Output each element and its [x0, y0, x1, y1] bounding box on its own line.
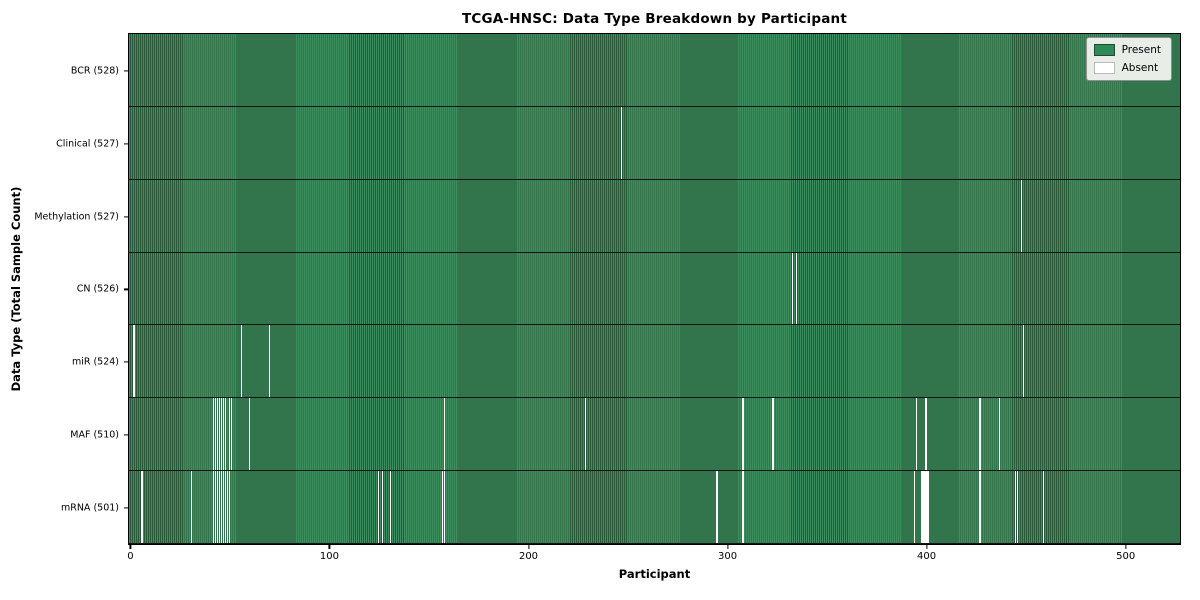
- y-axis: BCR (528) Clinical (527) Methylation (527)…: [0, 33, 128, 545]
- absent-swatch-icon: [1093, 62, 1115, 74]
- legend-label-present: Present: [1121, 44, 1161, 56]
- absent-bar: [742, 471, 744, 543]
- x-axis: 0 100 200 300 400 500: [127, 545, 1181, 569]
- absent-bar: [921, 471, 923, 543]
- absent-bar: [1042, 471, 1045, 543]
- y-tick-label: Methylation (527): [34, 211, 119, 222]
- absent-bar: [240, 325, 243, 398]
- y-tick-mark: [124, 361, 128, 363]
- absent-bar: [1021, 179, 1023, 252]
- absent-bar: [716, 471, 718, 543]
- x-tick-label: 200: [518, 551, 539, 562]
- absent-bar: [216, 471, 219, 543]
- heatmap-row-cn: [129, 252, 1180, 326]
- absent-bar: [979, 471, 981, 543]
- absent-bar: [218, 471, 221, 543]
- absent-bar: [979, 398, 981, 471]
- heatmap-row-bcr: [129, 34, 1180, 107]
- absent-bar: [228, 471, 231, 543]
- absent-bar: [443, 398, 446, 471]
- absent-bar: [141, 471, 143, 543]
- y-tick-label: MAF (510): [70, 429, 119, 441]
- x-tick-label: 0: [127, 551, 134, 562]
- absent-bar: [390, 471, 392, 543]
- absent-bar: [228, 398, 231, 471]
- x-tick-label: 400: [917, 551, 937, 562]
- absent-bar: [925, 398, 927, 471]
- absent-bar: [220, 398, 223, 471]
- absent-bar: [620, 106, 623, 179]
- heatmap-row-mrna: [129, 471, 1180, 544]
- absent-bar: [1015, 471, 1017, 543]
- absent-bar: [218, 398, 221, 471]
- legend: Present Absent: [1085, 37, 1172, 81]
- absent-bar: [796, 252, 798, 325]
- x-tick-mark: [727, 545, 729, 549]
- x-tick-mark: [527, 545, 530, 549]
- absent-bar: [230, 398, 233, 471]
- absent-bar: [441, 471, 444, 543]
- y-tick-mark: [124, 434, 128, 436]
- absent-bar: [772, 398, 774, 471]
- x-tick-label: 500: [1116, 551, 1136, 562]
- y-tick-mark: [124, 288, 128, 290]
- y-tick-label: miR (524): [71, 356, 119, 368]
- x-tick-mark: [1125, 545, 1127, 549]
- absent-bar: [925, 471, 927, 543]
- absent-bar: [792, 252, 794, 325]
- y-tick-mark: [124, 70, 128, 72]
- x-tick-mark: [129, 545, 131, 549]
- absent-bar: [742, 398, 744, 471]
- absent-bar: [913, 471, 915, 543]
- absent-bar: [224, 398, 227, 471]
- absent-bar: [226, 471, 229, 543]
- heatmap-row-methylation: [129, 179, 1180, 253]
- chart-title: TCGA-HNSC: Data Type Breakdown by Partic…: [461, 11, 847, 27]
- absent-bar: [224, 471, 227, 543]
- x-tick-mark: [328, 545, 330, 549]
- absent-bar: [216, 398, 219, 471]
- absent-bar: [212, 471, 215, 543]
- heatmap-row-maf: [129, 398, 1180, 472]
- y-tick-mark: [124, 143, 128, 145]
- absent-bar: [927, 471, 929, 543]
- absent-bar: [923, 471, 925, 543]
- absent-bar: [443, 471, 446, 543]
- x-tick-label: 300: [718, 551, 738, 562]
- absent-bar: [378, 471, 380, 543]
- absent-bar: [133, 325, 135, 398]
- y-tick-label: CN (526): [76, 283, 119, 295]
- absent-bar: [214, 471, 217, 543]
- present-swatch-icon: [1093, 44, 1115, 56]
- heatmap-row-clinical: [129, 106, 1180, 180]
- y-tick-label: BCR (528): [70, 65, 119, 77]
- y-tick-mark: [124, 507, 128, 509]
- absent-bar: [999, 398, 1001, 471]
- absent-bar: [212, 398, 215, 471]
- absent-bar: [1023, 325, 1025, 398]
- absent-bar: [222, 398, 225, 471]
- absent-bar: [220, 471, 223, 543]
- absent-bar: [222, 471, 225, 543]
- y-tick-label: Clinical (527): [56, 138, 119, 150]
- x-tick-label: 100: [319, 551, 339, 562]
- absent-bar: [214, 398, 217, 471]
- legend-label-absent: Absent: [1121, 62, 1159, 74]
- legend-item-present: Present: [1093, 44, 1161, 56]
- y-tick-mark: [124, 215, 128, 218]
- absent-bar: [248, 398, 251, 471]
- absent-bar: [268, 325, 270, 398]
- x-tick-mark: [926, 545, 928, 549]
- absent-bar: [382, 471, 384, 543]
- y-tick-label: mRNA (501): [60, 502, 119, 514]
- heatmap-row-mir: [129, 325, 1180, 399]
- legend-item-absent: Absent: [1093, 62, 1161, 74]
- absent-bar: [585, 398, 587, 471]
- absent-bar: [1017, 471, 1019, 543]
- absent-bar: [190, 471, 193, 543]
- absent-bar: [915, 398, 917, 471]
- x-axis-label: Participant: [618, 567, 691, 581]
- plot-area: Present Absent: [128, 33, 1181, 545]
